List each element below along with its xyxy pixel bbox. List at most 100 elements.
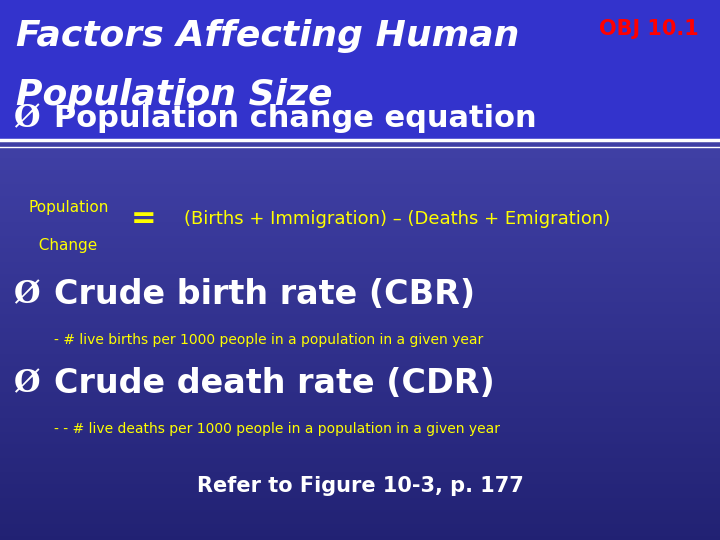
Bar <box>0 270 720 272</box>
Bar <box>0 454 720 456</box>
Bar <box>0 442 720 444</box>
Bar <box>0 508 720 510</box>
Bar <box>0 408 720 410</box>
Bar <box>0 220 720 222</box>
Bar <box>0 534 720 536</box>
Bar <box>0 254 720 256</box>
Bar <box>0 430 720 432</box>
Bar <box>0 177 720 178</box>
Bar <box>0 426 720 428</box>
Bar <box>0 154 720 157</box>
Text: Population: Population <box>29 200 109 215</box>
Bar <box>0 346 720 348</box>
Bar <box>0 494 720 496</box>
Text: (Births + Immigration) – (Deaths + Emigration): (Births + Immigration) – (Deaths + Emigr… <box>184 210 610 228</box>
Bar <box>0 266 720 268</box>
Bar <box>0 532 720 534</box>
Bar <box>0 490 720 492</box>
Bar <box>0 482 720 484</box>
Bar <box>0 286 720 288</box>
Bar <box>0 432 720 434</box>
Bar <box>0 388 720 390</box>
Bar <box>0 500 720 502</box>
Bar <box>0 356 720 358</box>
Bar <box>0 170 720 172</box>
Bar <box>0 332 720 334</box>
Text: Change: Change <box>29 238 97 253</box>
Bar <box>0 486 720 488</box>
Bar <box>0 204 720 206</box>
Bar <box>0 284 720 286</box>
Bar <box>0 434 720 436</box>
Bar <box>0 152 720 154</box>
Bar <box>0 458 720 460</box>
Bar <box>0 230 720 232</box>
Bar <box>0 328 720 330</box>
Text: Crude death rate (CDR): Crude death rate (CDR) <box>54 367 495 400</box>
Bar <box>0 428 720 430</box>
Bar <box>0 206 720 208</box>
Bar <box>0 326 720 328</box>
Bar <box>0 0 720 140</box>
Bar <box>0 386 720 388</box>
Bar <box>0 330 720 332</box>
Bar <box>0 198 720 200</box>
Text: Crude birth rate (CBR): Crude birth rate (CBR) <box>54 278 475 311</box>
Bar <box>0 250 720 252</box>
Bar <box>0 378 720 380</box>
Text: Population change equation: Population change equation <box>54 104 536 133</box>
Bar <box>0 450 720 452</box>
Bar <box>0 158 720 160</box>
Bar <box>0 192 720 194</box>
Bar <box>0 470 720 472</box>
Bar <box>0 420 720 422</box>
Bar <box>0 146 720 148</box>
Bar <box>0 238 720 240</box>
Bar <box>0 168 720 171</box>
Bar <box>0 183 720 184</box>
Bar <box>0 160 720 163</box>
Bar <box>0 237 720 238</box>
Bar <box>0 536 720 538</box>
Bar <box>0 197 720 198</box>
Text: Refer to Figure 10-3, p. 177: Refer to Figure 10-3, p. 177 <box>197 476 523 496</box>
Bar <box>0 264 720 266</box>
Bar <box>0 288 720 291</box>
Bar <box>0 278 720 280</box>
Bar <box>0 492 720 494</box>
Bar <box>0 218 720 220</box>
Bar <box>0 448 720 450</box>
Bar <box>0 372 720 374</box>
Bar <box>0 402 720 404</box>
Bar <box>0 234 720 237</box>
Bar <box>0 446 720 448</box>
Bar <box>0 520 720 522</box>
Bar <box>0 398 720 400</box>
Bar <box>0 374 720 376</box>
Bar <box>0 262 720 264</box>
Bar <box>0 526 720 528</box>
Bar <box>0 212 720 214</box>
Bar <box>0 314 720 316</box>
Bar <box>0 440 720 442</box>
Bar <box>0 414 720 416</box>
Bar <box>0 252 720 254</box>
Bar <box>0 310 720 312</box>
Bar <box>0 148 720 150</box>
Bar <box>0 282 720 284</box>
Bar <box>0 474 720 476</box>
Bar <box>0 444 720 446</box>
Bar <box>0 456 720 458</box>
Bar <box>0 280 720 282</box>
Bar <box>0 498 720 500</box>
Bar <box>0 468 720 470</box>
Bar <box>0 530 720 532</box>
Bar <box>0 488 720 490</box>
Bar <box>0 150 720 152</box>
Bar <box>0 248 720 251</box>
Bar <box>0 336 720 338</box>
Bar <box>0 354 720 356</box>
Bar <box>0 217 720 218</box>
Bar <box>0 516 720 518</box>
Bar <box>0 390 720 392</box>
